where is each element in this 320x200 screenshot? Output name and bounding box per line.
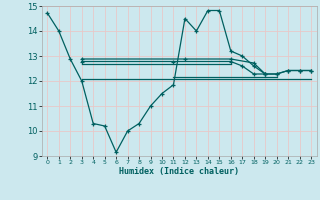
X-axis label: Humidex (Indice chaleur): Humidex (Indice chaleur)	[119, 167, 239, 176]
